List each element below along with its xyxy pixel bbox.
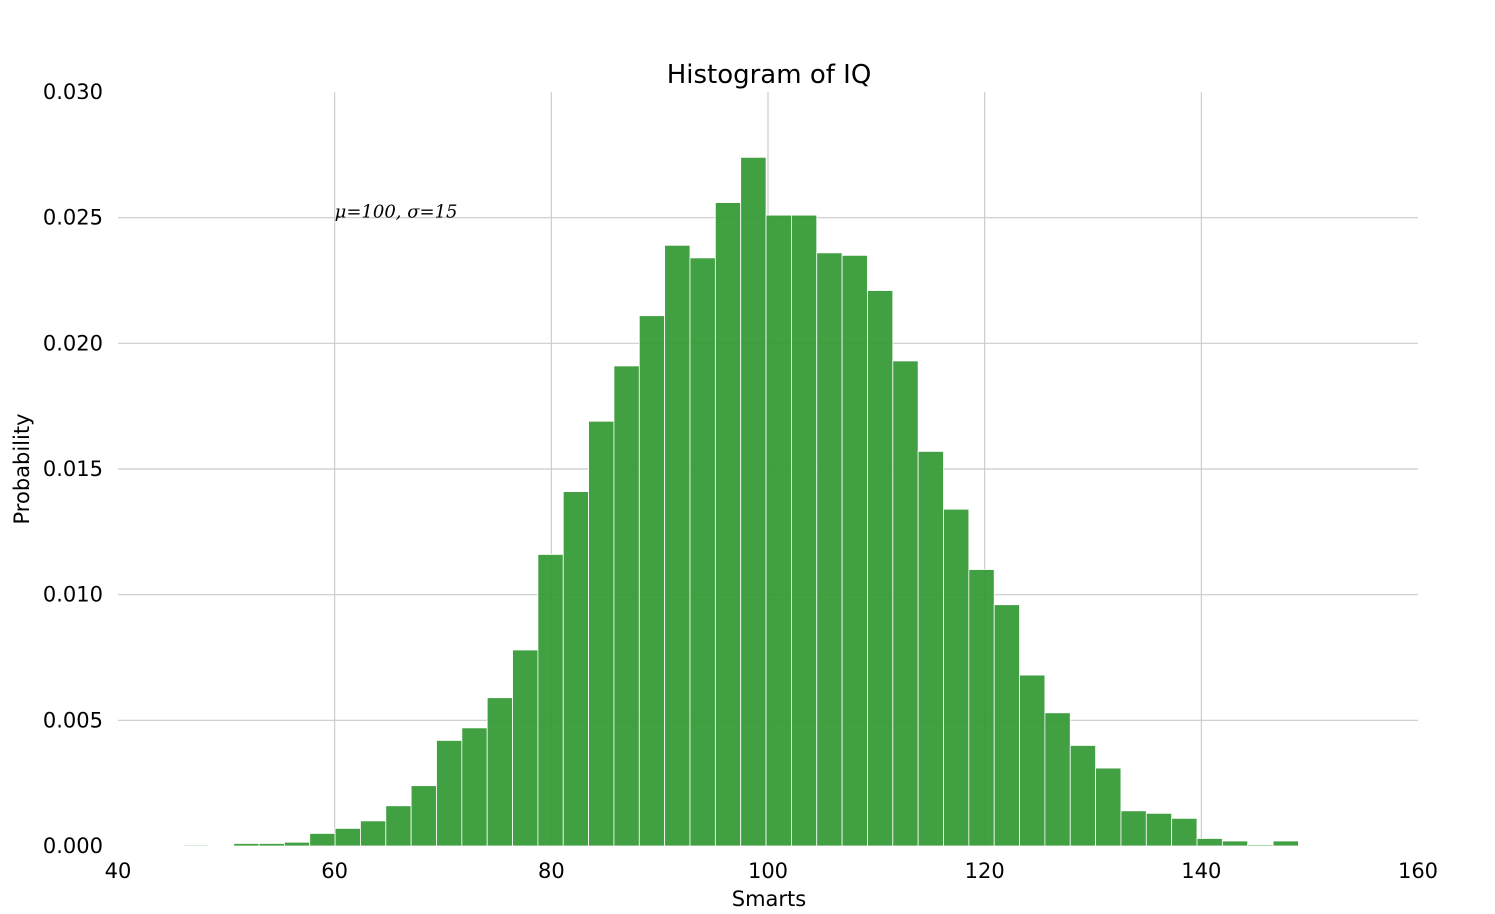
- histogram-bar: [1095, 767, 1122, 847]
- histogram-bar: [360, 820, 387, 847]
- x-tick-label: 60: [321, 859, 348, 883]
- histogram-bar: [689, 257, 716, 847]
- histogram-bar: [740, 156, 767, 847]
- histogram-bar: [385, 805, 412, 847]
- histogram-bar: [283, 841, 311, 847]
- y-axis-label: Probability: [10, 413, 34, 524]
- histogram-bar: [1171, 817, 1198, 847]
- histogram-bar: [816, 252, 843, 847]
- histogram-bar: [309, 833, 336, 847]
- ticks-layer: 40 60 80 100 120 140 160 0.000 0.005 0.010 0.015 0.…: [43, 80, 1438, 883]
- histogram-bar: [334, 828, 361, 847]
- histogram-bar: [841, 254, 868, 847]
- histogram-bar: [714, 202, 742, 847]
- histogram-bar: [1044, 712, 1071, 847]
- x-axis-label: Smarts: [732, 887, 806, 910]
- y-tick-label: 0.015: [43, 457, 103, 481]
- histogram-bar: [461, 727, 488, 847]
- x-tick-label: 160: [1398, 859, 1438, 883]
- y-tick-label: 0.005: [43, 708, 103, 732]
- y-tick-label: 0.030: [43, 80, 103, 104]
- histogram-bar: [1247, 844, 1274, 847]
- histogram-bar: [410, 785, 437, 847]
- histogram-bar: [638, 315, 666, 847]
- chart-title: Histogram of IQ: [667, 60, 872, 90]
- histogram-bar: [892, 360, 919, 847]
- histogram-bar: [613, 365, 640, 847]
- histogram-bar: [562, 491, 590, 847]
- y-tick-label: 0.000: [43, 834, 103, 858]
- histogram-bar: [968, 569, 995, 847]
- histogram-bar: [258, 843, 285, 847]
- x-tick-label: 100: [748, 859, 788, 883]
- histogram-bar: [1272, 840, 1299, 847]
- bars-layer: [182, 156, 1299, 847]
- histogram-bar: [1196, 838, 1223, 847]
- histogram-bar: [1120, 810, 1147, 847]
- histogram-bar: [233, 843, 260, 847]
- histogram-bar: [1145, 812, 1173, 847]
- histogram-bar: [436, 740, 463, 847]
- x-tick-label: 120: [965, 859, 1005, 883]
- histogram-bar: [1069, 745, 1097, 847]
- histogram-bar: [588, 420, 615, 847]
- histogram-bar: [765, 214, 792, 847]
- histogram-bar: [664, 244, 691, 847]
- histogram-bar: [943, 508, 970, 847]
- histogram-bar: [512, 649, 539, 847]
- histogram-bar: [1019, 674, 1046, 847]
- y-tick-label: 0.025: [43, 206, 103, 230]
- histogram-bar: [993, 604, 1020, 847]
- y-tick-label: 0.010: [43, 583, 103, 607]
- histogram-bar: [182, 844, 209, 847]
- histogram-bar: [1221, 840, 1249, 847]
- x-tick-label: 140: [1181, 859, 1221, 883]
- histogram-bar: [867, 290, 894, 847]
- histogram-bar: [537, 554, 564, 847]
- x-tick-label: 40: [105, 859, 132, 883]
- x-tick-label: 80: [538, 859, 565, 883]
- histogram-bar: [917, 451, 944, 847]
- histogram-bar: [486, 697, 513, 847]
- histogram-bar: [791, 214, 818, 847]
- y-tick-label: 0.020: [43, 331, 103, 355]
- annotation-text: μ=100, σ=15: [335, 202, 458, 223]
